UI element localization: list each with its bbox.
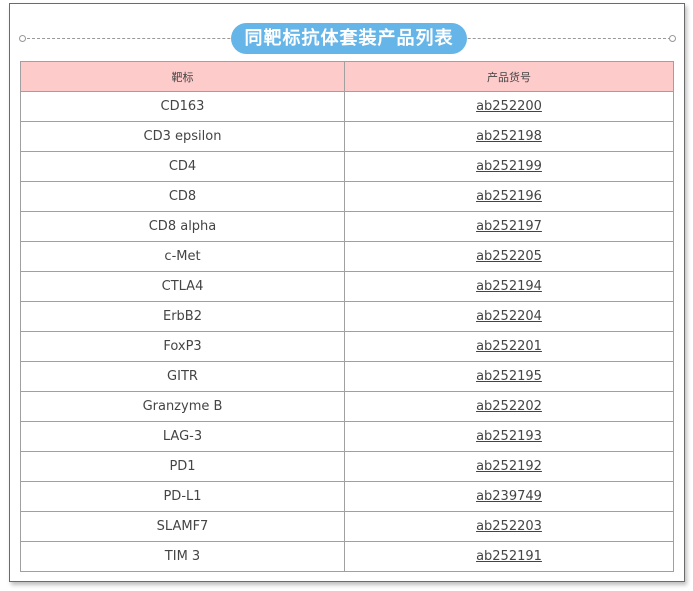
table-row: CD8 alpha ab252197: [20, 211, 674, 242]
target-cell: ErbB2: [20, 301, 345, 332]
product-link[interactable]: ab239749: [476, 489, 542, 504]
catalog-cell: ab252202: [344, 391, 674, 422]
product-link[interactable]: ab252204: [476, 309, 542, 324]
catalog-cell: ab252191: [344, 541, 674, 572]
target-cell: CD8 alpha: [20, 211, 345, 242]
target-cell: FoxP3: [20, 331, 345, 362]
target-cell: PD1: [20, 451, 345, 482]
product-link[interactable]: ab252198: [476, 129, 542, 144]
catalog-cell: ab252201: [344, 331, 674, 362]
product-link[interactable]: ab252203: [476, 519, 542, 534]
product-link[interactable]: ab252195: [476, 369, 542, 384]
table-row: GITR ab252195: [20, 361, 674, 392]
catalog-cell: ab252199: [344, 151, 674, 182]
header-catalog-number: 产品货号: [344, 61, 674, 92]
table-row: PD1 ab252192: [20, 451, 674, 482]
catalog-cell: ab252193: [344, 421, 674, 452]
catalog-cell: ab252205: [344, 241, 674, 272]
product-link[interactable]: ab252192: [476, 459, 542, 474]
table-row: CD8 ab252196: [20, 181, 674, 212]
target-cell: c-Met: [20, 241, 345, 272]
divider-end-circle: [19, 35, 26, 42]
catalog-cell: ab252200: [344, 91, 674, 122]
header-target: 靶标: [20, 61, 345, 92]
target-cell: CTLA4: [20, 271, 345, 302]
table-row: LAG-3 ab252193: [20, 421, 674, 452]
product-link[interactable]: ab252200: [476, 99, 542, 114]
catalog-cell: ab252194: [344, 271, 674, 302]
catalog-cell: ab252195: [344, 361, 674, 392]
product-link[interactable]: ab252194: [476, 279, 542, 294]
product-link[interactable]: ab252196: [476, 189, 542, 204]
target-cell: CD163: [20, 91, 345, 122]
target-cell: SLAMF7: [20, 511, 345, 542]
table-row: c-Met ab252205: [20, 241, 674, 272]
catalog-cell: ab252192: [344, 451, 674, 482]
target-cell: CD8: [20, 181, 345, 212]
table-row: PD-L1 ab239749: [20, 481, 674, 512]
product-link[interactable]: ab252201: [476, 339, 542, 354]
product-link[interactable]: ab252202: [476, 399, 542, 414]
target-cell: TIM 3: [20, 541, 345, 572]
product-table: 靶标 产品货号 CD163 ab252200 CD3 epsilon ab252198…: [20, 61, 674, 572]
table-row: TIM 3 ab252191: [20, 541, 674, 572]
product-link[interactable]: ab252193: [476, 429, 542, 444]
target-cell: GITR: [20, 361, 345, 392]
divider-end-circle: [669, 35, 676, 42]
target-cell: CD3 epsilon: [20, 121, 345, 152]
table-row: Granzyme B ab252202: [20, 391, 674, 422]
catalog-cell: ab239749: [344, 481, 674, 512]
table-row: FoxP3 ab252201: [20, 331, 674, 362]
product-link[interactable]: ab252199: [476, 159, 542, 174]
catalog-cell: ab252198: [344, 121, 674, 152]
table-header-row: 靶标 产品货号: [20, 61, 674, 92]
target-cell: CD4: [20, 151, 345, 182]
catalog-cell: ab252196: [344, 181, 674, 212]
target-cell: PD-L1: [20, 481, 345, 512]
product-link[interactable]: ab252197: [476, 219, 542, 234]
table-row: CD4 ab252199: [20, 151, 674, 182]
target-cell: Granzyme B: [20, 391, 345, 422]
table-row: CTLA4 ab252194: [20, 271, 674, 302]
catalog-cell: ab252204: [344, 301, 674, 332]
target-cell: LAG-3: [20, 421, 345, 452]
product-link[interactable]: ab252205: [476, 249, 542, 264]
table-row: SLAMF7 ab252203: [20, 511, 674, 542]
table-row: ErbB2 ab252204: [20, 301, 674, 332]
page-title: 同靶标抗体套装产品列表: [231, 23, 467, 54]
table-row: CD163 ab252200: [20, 91, 674, 122]
table-row: CD3 epsilon ab252198: [20, 121, 674, 152]
product-link[interactable]: ab252191: [476, 549, 542, 564]
catalog-cell: ab252197: [344, 211, 674, 242]
catalog-cell: ab252203: [344, 511, 674, 542]
